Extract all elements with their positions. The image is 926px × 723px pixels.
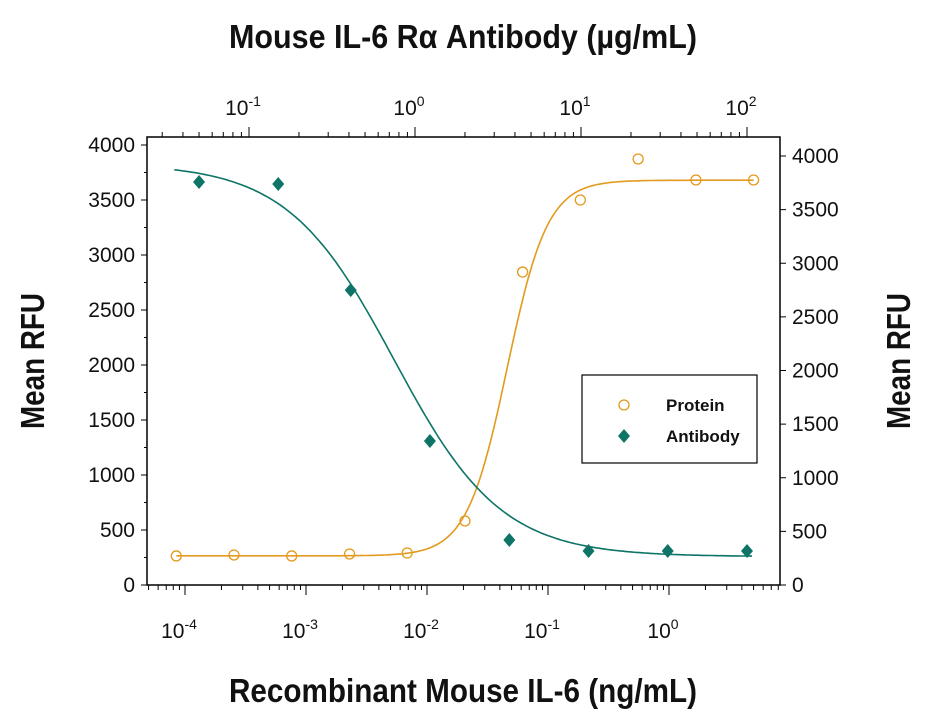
antibody-data-point [741,544,753,559]
protein-data-point [747,174,760,186]
legend: Protein Antibody [581,374,758,464]
antibody-data-point [582,544,595,559]
legend-marker-antibody [618,429,630,443]
left-tick-label: 500 [100,519,135,542]
legend-marker-protein [618,399,630,411]
left-tick-label: 4000 [88,134,135,157]
right-tick-label: 1000 [792,467,839,490]
legend-box [581,374,758,464]
bottom-tick-label: 10-2 [403,616,439,643]
protein-data-point [343,548,356,560]
right-tick-label: 1500 [792,413,839,436]
antibody-data-point [193,174,206,189]
right-tick-label: 2500 [792,306,839,329]
protein-data-point [459,515,471,527]
antibody-data-point [661,544,674,559]
antibody-fit-curve [174,169,752,557]
protein-data-point [690,174,702,186]
left-tick-label: 1000 [88,464,135,487]
antibody-data-point [423,433,436,448]
bottom-tick-label: 100 [647,616,678,643]
top-tick-label: 102 [725,93,756,120]
protein-data-point [632,153,644,165]
right-tick-label: 2000 [792,360,839,383]
left-tick-label: 3000 [88,244,135,267]
top-tick-label: 100 [393,93,424,120]
protein-fit-curve [176,179,754,557]
left-tick-label: 3500 [88,189,135,212]
bottom-axis-title: Recombinant Mouse IL-6 (ng/mL) [229,672,697,709]
left-tick-label: 2000 [88,354,135,377]
protein-data-point [170,550,182,562]
protein-data-point [228,549,240,561]
legend-label-protein: Protein [666,396,725,415]
legend-label-antibody: Antibody [666,427,740,446]
protein-data-point [574,194,586,206]
right-tick-label: 3000 [792,252,839,275]
right-tick-label: 0 [792,574,804,597]
top-axis-title: Mouse IL-6 Rα Antibody (µg/mL) [229,18,697,55]
protein-data-point [286,550,298,562]
antibody-data-point [344,283,357,298]
left-tick-label: 0 [123,574,135,597]
protein-data-point [516,266,529,278]
right-axis-title: Mean RFU [880,293,917,429]
left-tick-label: 2500 [88,299,135,322]
antibody-data-point [503,532,516,547]
bottom-tick-label: 10-4 [161,616,197,643]
top-tick-label: 10-1 [225,93,261,120]
left-axis-title: Mean RFU [14,293,51,429]
right-tick-label: 4000 [792,145,839,168]
left-tick-label: 1500 [88,409,135,432]
bottom-tick-label: 10-3 [282,616,318,643]
protein-data-point [401,547,413,559]
antibody-data-point [272,176,285,191]
bottom-tick-label: 10-1 [524,616,560,643]
right-tick-label: 500 [792,520,827,543]
top-tick-label: 101 [559,93,590,120]
right-tick-label: 3500 [792,199,839,222]
